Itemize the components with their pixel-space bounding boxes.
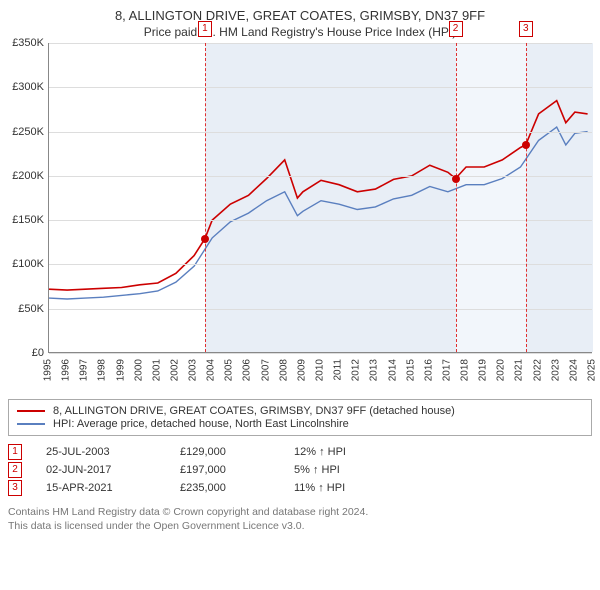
gridline-h [49, 176, 592, 177]
y-tick-label: £250K [12, 126, 44, 138]
x-tick-label: 1997 [79, 359, 90, 381]
events-table: 1 25-JUL-2003 £129,000 12% ↑ HPI 2 02-JUN-201… [8, 444, 592, 496]
gridline-h [49, 309, 592, 310]
x-tick-label: 2002 [169, 359, 180, 381]
gridline-h [49, 220, 592, 221]
x-tick-label: 2024 [568, 359, 579, 381]
legend-item-hpi: HPI: Average price, detached house, Nort… [17, 418, 583, 430]
legend-swatch [17, 410, 45, 412]
x-tick-label: 2006 [242, 359, 253, 381]
x-tick-label: 1995 [43, 359, 54, 381]
event-diff: 5% ↑ HPI [294, 464, 404, 476]
event-row: 2 02-JUN-2017 £197,000 5% ↑ HPI [8, 462, 592, 478]
event-row: 3 15-APR-2021 £235,000 11% ↑ HPI [8, 480, 592, 496]
event-marker-box: 3 [519, 21, 533, 37]
x-tick-label: 2021 [514, 359, 525, 381]
legend: 8, ALLINGTON DRIVE, GREAT COATES, GRIMSB… [8, 399, 592, 436]
event-vline [205, 43, 206, 352]
chart-area: £0£50K£100K£150K£200K£250K£300K£350K 123… [8, 43, 592, 393]
event-row: 1 25-JUL-2003 £129,000 12% ↑ HPI [8, 444, 592, 460]
event-marker-box: 2 [449, 21, 463, 37]
y-tick-label: £0 [32, 347, 44, 359]
gridline-h [49, 87, 592, 88]
x-tick-label: 2022 [532, 359, 543, 381]
event-number-box: 3 [8, 480, 22, 496]
x-tick-label: 2007 [260, 359, 271, 381]
x-tick-label: 2003 [188, 359, 199, 381]
x-tick-label: 1999 [115, 359, 126, 381]
legend-label: 8, ALLINGTON DRIVE, GREAT COATES, GRIMSB… [53, 405, 455, 417]
y-tick-label: £50K [18, 303, 44, 315]
y-tick-label: £200K [12, 170, 44, 182]
y-tick-label: £100K [12, 258, 44, 270]
x-tick-label: 1998 [97, 359, 108, 381]
x-tick-label: 2020 [496, 359, 507, 381]
x-tick-label: 2017 [441, 359, 452, 381]
x-axis-labels: 1995199619971998199920002001200220032004… [48, 353, 592, 393]
title-line-1: 8, ALLINGTON DRIVE, GREAT COATES, GRIMSB… [8, 8, 592, 23]
gridline-h [49, 43, 592, 44]
event-number-box: 2 [8, 462, 22, 478]
x-tick-label: 2009 [296, 359, 307, 381]
event-diff: 12% ↑ HPI [294, 446, 404, 458]
x-tick-label: 2016 [423, 359, 434, 381]
legend-item-property: 8, ALLINGTON DRIVE, GREAT COATES, GRIMSB… [17, 405, 583, 417]
footer-line-1: Contains HM Land Registry data © Crown c… [8, 506, 592, 520]
x-tick-label: 2010 [315, 359, 326, 381]
title-line-2: Price paid vs. HM Land Registry's House … [8, 25, 592, 39]
event-vline [526, 43, 527, 352]
series-hpi [49, 127, 588, 299]
event-marker-box: 1 [198, 21, 212, 37]
x-tick-label: 2025 [587, 359, 598, 381]
event-date: 15-APR-2021 [46, 482, 156, 494]
x-tick-label: 2018 [460, 359, 471, 381]
event-vline [456, 43, 457, 352]
event-diff: 11% ↑ HPI [294, 482, 404, 494]
event-price: £235,000 [180, 482, 270, 494]
x-tick-label: 2011 [333, 359, 344, 381]
event-date: 25-JUL-2003 [46, 446, 156, 458]
event-dot [452, 175, 460, 183]
event-date: 02-JUN-2017 [46, 464, 156, 476]
x-tick-label: 2001 [151, 359, 162, 381]
chart-title: 8, ALLINGTON DRIVE, GREAT COATES, GRIMSB… [8, 8, 592, 39]
legend-label: HPI: Average price, detached house, Nort… [53, 418, 349, 430]
event-price: £197,000 [180, 464, 270, 476]
x-tick-label: 2013 [369, 359, 380, 381]
x-tick-label: 2000 [133, 359, 144, 381]
y-axis-labels: £0£50K£100K£150K£200K£250K£300K£350K [8, 43, 48, 353]
event-price: £129,000 [180, 446, 270, 458]
event-dot [201, 235, 209, 243]
x-tick-label: 2008 [278, 359, 289, 381]
y-tick-label: £300K [12, 81, 44, 93]
event-dot [522, 141, 530, 149]
x-tick-label: 2005 [224, 359, 235, 381]
x-tick-label: 2019 [478, 359, 489, 381]
x-tick-label: 2014 [387, 359, 398, 381]
series-lines [49, 43, 593, 353]
y-tick-label: £150K [12, 214, 44, 226]
plot-area: 123 [48, 43, 592, 353]
x-tick-label: 2015 [405, 359, 416, 381]
legend-swatch [17, 423, 45, 425]
footer-line-2: This data is licensed under the Open Gov… [8, 520, 592, 534]
x-tick-label: 1996 [61, 359, 72, 381]
footer: Contains HM Land Registry data © Crown c… [8, 506, 592, 533]
x-tick-label: 2004 [206, 359, 217, 381]
x-tick-label: 2012 [351, 359, 362, 381]
x-tick-label: 2023 [550, 359, 561, 381]
series-property [49, 101, 588, 291]
gridline-h [49, 264, 592, 265]
gridline-h [49, 132, 592, 133]
event-number-box: 1 [8, 444, 22, 460]
y-tick-label: £350K [12, 37, 44, 49]
